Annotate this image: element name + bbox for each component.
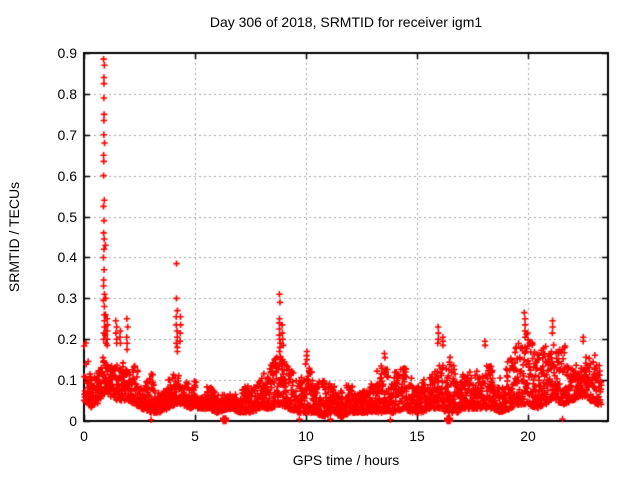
y-tick-label: 0.1 <box>57 372 77 389</box>
x-tick-label: 0 <box>80 428 88 444</box>
y-tick-label: 0.7 <box>57 126 77 143</box>
y-tick-label: 0.4 <box>57 249 77 266</box>
y-tick-label: 0.3 <box>57 290 77 307</box>
x-tick-label: 5 <box>191 428 199 444</box>
y-tick-label: 0.8 <box>57 85 77 102</box>
x-tick-label: 10 <box>298 428 314 444</box>
x-tick-label: 20 <box>520 428 536 444</box>
y-tick-label: 0.6 <box>57 167 77 184</box>
y-tick-label: 0.5 <box>57 208 77 225</box>
x-tick-label: 15 <box>409 428 425 444</box>
y-tick-label: 0.9 <box>57 45 77 61</box>
y-tick-label: 0.2 <box>57 331 77 348</box>
x-axis-label: GPS time / hours <box>292 452 400 468</box>
y-tick-label: 0 <box>69 413 77 429</box>
chart-title: Day 306 of 2018, SRMTID for receiver igm… <box>209 14 483 30</box>
